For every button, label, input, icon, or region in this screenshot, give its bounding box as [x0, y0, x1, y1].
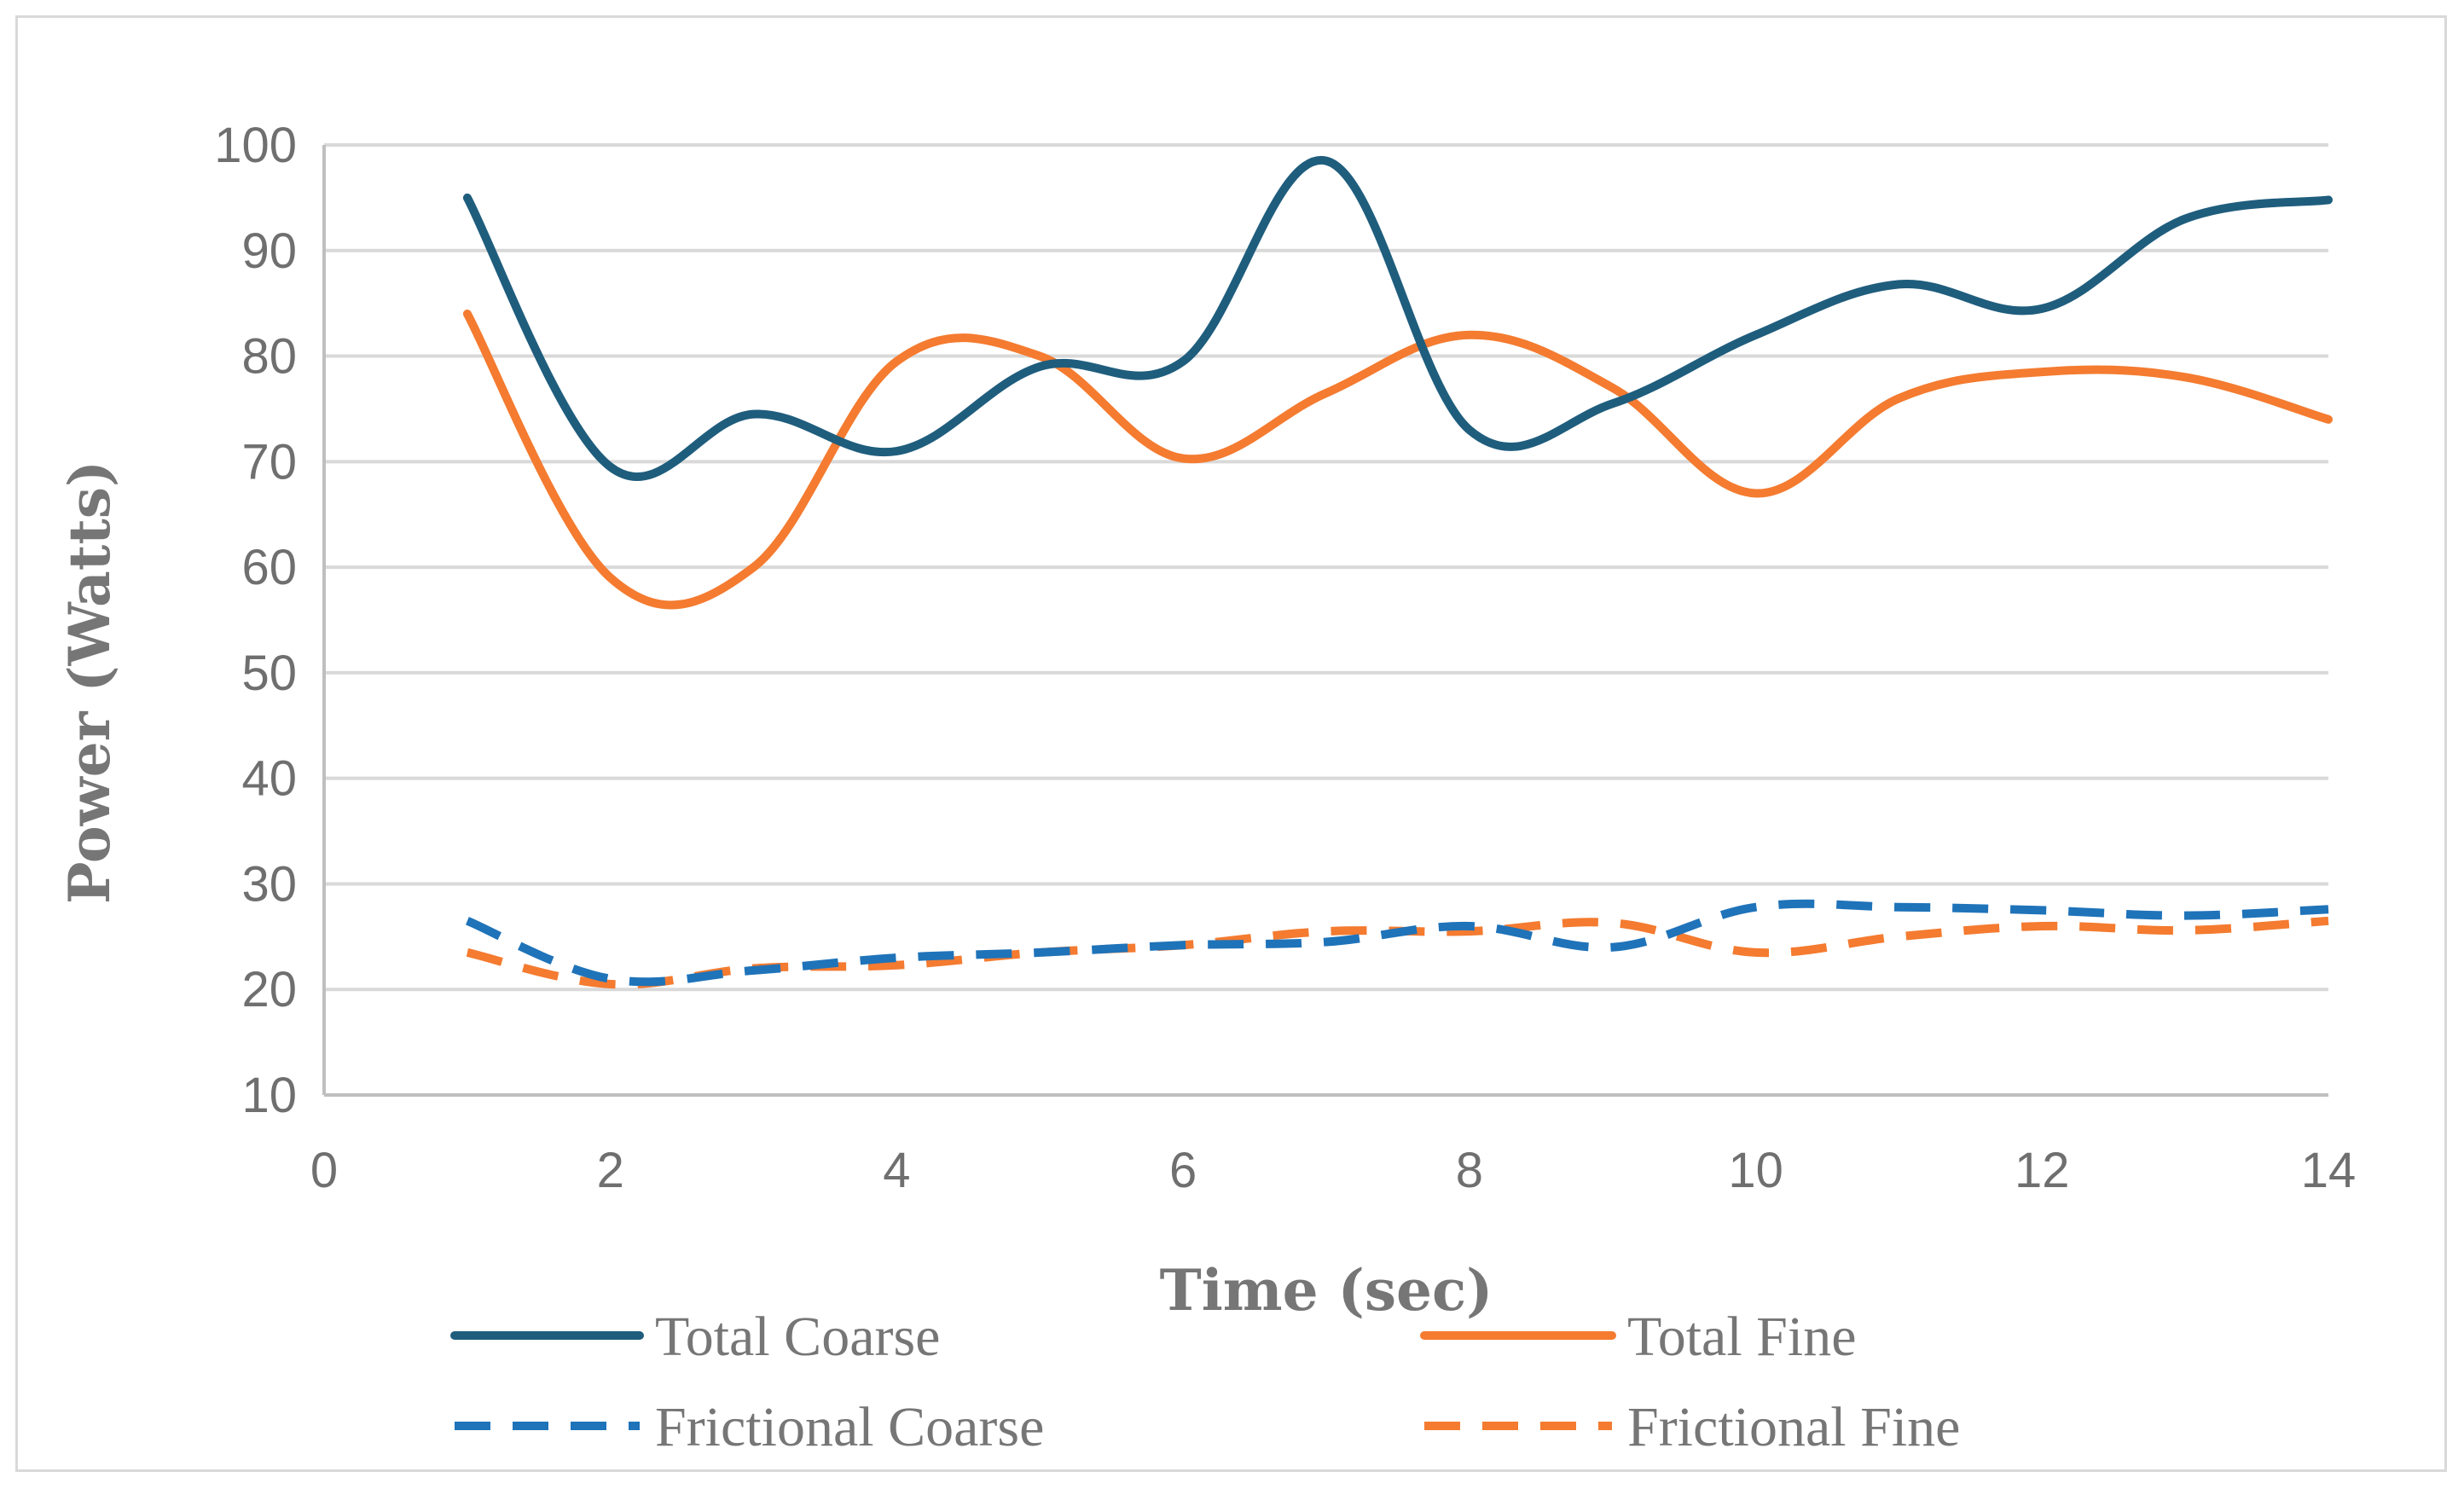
y-tick-label-60: 60 — [241, 540, 297, 595]
legend-label-total-coarse: Total Coarse — [655, 1306, 940, 1368]
legend-item-frictional-fine[interactable]: Frictional Fine — [1424, 1396, 1960, 1458]
series-line-total-coarse — [462, 156, 2333, 482]
y-tick-label-40: 40 — [241, 751, 297, 807]
x-tick-label-14: 14 — [2301, 1143, 2357, 1198]
y-tick-label-80: 80 — [241, 329, 297, 385]
legend-item-frictional-coarse[interactable]: Frictional Coarse — [455, 1396, 1044, 1458]
x-axis-title: Time (sec) — [1160, 1257, 1493, 1324]
legend-label-total-fine: Total Fine — [1627, 1306, 1857, 1368]
x-tick-label-2: 2 — [597, 1143, 624, 1198]
y-tick-label-50: 50 — [241, 646, 297, 701]
series-line-frictional-coarse — [466, 899, 2329, 987]
series-lines — [462, 156, 2333, 989]
x-axis-ticks: 0 2 4 6 8 10 12 14 — [310, 1143, 2356, 1198]
x-tick-label-0: 0 — [310, 1143, 338, 1198]
y-tick-label-30: 30 — [241, 856, 297, 912]
y-tick-label-10: 10 — [241, 1068, 297, 1123]
x-tick-label-6: 6 — [1169, 1143, 1197, 1198]
y-tick-label-100: 100 — [214, 118, 297, 173]
gridlines — [324, 143, 2328, 992]
series-line-total-fine — [462, 310, 2333, 610]
y-tick-label-20: 20 — [241, 962, 297, 1017]
legend-label-frictional-coarse: Frictional Coarse — [655, 1396, 1044, 1458]
y-axis-ticks: 10 20 30 40 50 60 70 80 90 100 — [214, 118, 297, 1123]
chart-frame — [15, 15, 2447, 1472]
x-tick-label-10: 10 — [1728, 1143, 1783, 1198]
y-tick-label-70: 70 — [241, 434, 297, 490]
legend-item-total-fine[interactable]: Total Fine — [1420, 1306, 1857, 1368]
x-tick-label-12: 12 — [2015, 1143, 2070, 1198]
legend-item-total-coarse[interactable]: Total Coarse — [450, 1306, 940, 1368]
y-tick-label-90: 90 — [241, 223, 297, 279]
y-axis-title: Power (Watts) — [56, 461, 123, 904]
x-tick-label-8: 8 — [1456, 1143, 1483, 1198]
legend: Total Coarse Total Fine Frictional Coars… — [450, 1306, 1960, 1458]
legend-label-frictional-fine: Frictional Fine — [1627, 1396, 1960, 1458]
x-tick-label-4: 4 — [883, 1143, 910, 1198]
